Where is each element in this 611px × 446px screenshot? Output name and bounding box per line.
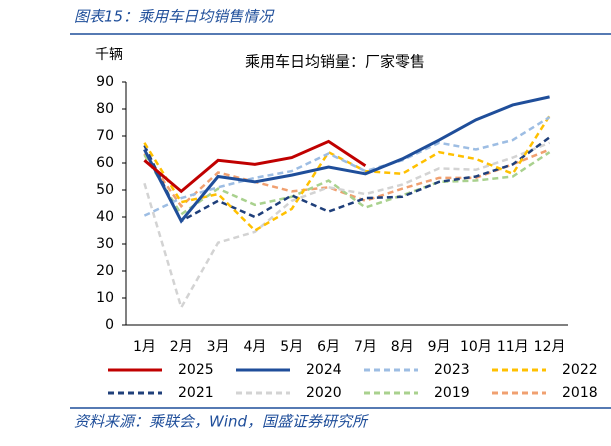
y-tick-label: 70 (96, 128, 114, 144)
y-axis-label: 千辆 (95, 47, 123, 63)
legend-label: 2023 (434, 362, 470, 378)
y-tick-label: 20 (96, 263, 114, 279)
x-tick-label: 3月 (207, 339, 230, 355)
x-tick-label: 9月 (428, 339, 451, 355)
x-tick-label: 1月 (133, 339, 156, 355)
series-line (143, 141, 551, 311)
footer: 资料来源：乘联会，Wind，国盛证券研究所 (74, 413, 369, 431)
y-tick-label: 40 (96, 209, 114, 225)
series-line (143, 136, 551, 223)
x-tick-label: 4月 (243, 339, 266, 355)
y-tick-label: 90 (96, 74, 114, 90)
chart-title: 乘用车日均销量：厂家零售 (245, 53, 425, 71)
y-tick-label: 30 (96, 236, 114, 252)
y-tick-label: 10 (96, 290, 114, 306)
x-tick-label: 10月 (460, 339, 492, 355)
x-tick-label: 6月 (317, 339, 340, 355)
series-line (143, 95, 550, 224)
x-tick-label: 5月 (280, 339, 303, 355)
x-tick-label: 12月 (534, 339, 566, 355)
y-tick-label: 50 (96, 182, 114, 198)
legend-label: 2024 (306, 362, 342, 378)
series-line (143, 139, 367, 194)
series-line (143, 116, 551, 217)
x-tick-label: 8月 (391, 339, 414, 355)
y-tick-label: 60 (96, 155, 114, 171)
legend-label: 2022 (562, 362, 598, 378)
legend-label: 2019 (434, 385, 470, 401)
x-tick-label: 7月 (354, 339, 377, 355)
legend-label: 2021 (178, 385, 214, 401)
x-tick-label: 2月 (170, 339, 193, 355)
y-tick-label: 80 (96, 101, 114, 117)
header: 图表15：乘用车日均销售情况 (74, 8, 275, 26)
y-tick-label: 0 (105, 317, 114, 333)
series-line (143, 148, 551, 209)
legend-label: 2018 (562, 385, 598, 401)
legend-label: 2025 (178, 362, 214, 378)
x-tick-label: 11月 (497, 339, 529, 355)
legend-label: 2020 (306, 385, 342, 401)
series-line (143, 151, 551, 217)
